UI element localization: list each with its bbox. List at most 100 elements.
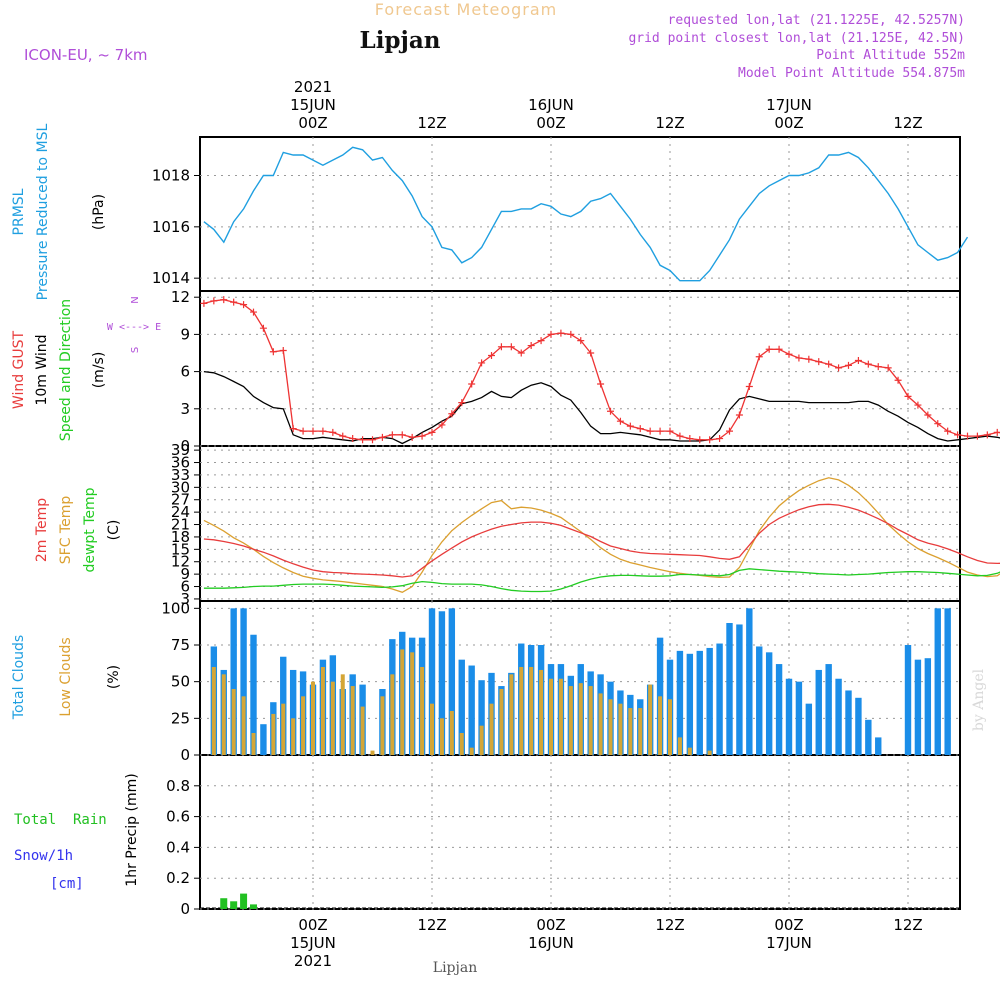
gust-marker xyxy=(259,324,267,332)
total-cloud-bar xyxy=(468,665,475,755)
x-tick-time-bottom: 00Z xyxy=(536,916,565,934)
y-tick-label: 100 xyxy=(161,599,190,617)
total-cloud-bar xyxy=(438,611,446,755)
gust-marker xyxy=(954,431,962,439)
low-cloud-bar xyxy=(558,678,563,755)
low-cloud-bar xyxy=(271,713,276,755)
low-cloud-bar xyxy=(529,667,534,755)
y-tick-label: 6 xyxy=(180,578,190,596)
snow-label: Snow/1h xyxy=(14,848,73,864)
total-cloud-bar xyxy=(756,646,763,755)
x-tick-time-top: 00Z xyxy=(774,114,803,132)
gust-marker xyxy=(735,411,743,419)
gust-marker xyxy=(745,382,753,390)
total-cloud-bar xyxy=(736,624,743,755)
low-cloud-bar xyxy=(370,750,375,755)
low-cloud-bar xyxy=(489,703,494,755)
gust-marker xyxy=(349,435,357,443)
y-tick-label: 0.8 xyxy=(166,777,190,795)
gust-marker xyxy=(299,427,307,435)
gust-marker xyxy=(378,433,386,441)
low-cloud-bar xyxy=(608,699,613,755)
gust-marker xyxy=(537,337,545,345)
gust-marker xyxy=(666,427,674,435)
x-tick-time-bottom: 00Z xyxy=(298,916,327,934)
total-cloud-bar xyxy=(478,680,485,755)
low-cloud-bar xyxy=(420,667,425,755)
gust-marker xyxy=(795,354,803,362)
low-cloud-bar xyxy=(350,686,355,755)
gust-marker xyxy=(755,353,763,361)
prmsl-label: PRMSL xyxy=(11,188,27,235)
low-cloud-bar xyxy=(360,706,365,755)
low-cloud-bar xyxy=(687,747,692,755)
y-tick-label: 0 xyxy=(180,746,190,764)
y-tick-label: 12 xyxy=(171,288,190,306)
gust-marker xyxy=(765,345,773,353)
requested-coords: requested lon,lat (21.1225E, 42.5257N) xyxy=(668,13,965,28)
compass-s: S xyxy=(130,347,141,353)
low-cloud-bar xyxy=(479,725,484,755)
gust-marker xyxy=(914,401,922,409)
gust-marker xyxy=(527,342,535,350)
gust-marker xyxy=(488,351,495,359)
gust-marker xyxy=(547,330,555,338)
low-cloud-bar xyxy=(231,689,236,755)
rain-bar xyxy=(240,893,248,909)
y-tick-label: 0 xyxy=(180,437,190,455)
t2m-line xyxy=(203,503,1000,578)
low-cloud-bar xyxy=(380,696,385,755)
compass-n: N xyxy=(130,296,141,303)
x-tick-year-bottom: 2021 xyxy=(294,952,332,970)
gust-marker xyxy=(408,433,416,441)
gust-marker xyxy=(418,432,426,440)
x-tick-time-top: 12Z xyxy=(655,114,684,132)
y-tick-label: 25 xyxy=(171,709,190,727)
gust-marker xyxy=(309,427,317,435)
gust-marker xyxy=(973,432,981,440)
gust-marker xyxy=(230,298,238,306)
gust-marker xyxy=(676,432,684,440)
y-tick-label: 12 xyxy=(171,553,190,571)
gust-marker xyxy=(458,399,466,407)
total-cloud-bar xyxy=(835,678,842,755)
gust-marker xyxy=(726,427,733,435)
low-cloud-bar xyxy=(281,703,286,755)
total-cloud-bar xyxy=(934,608,941,755)
gust-marker xyxy=(775,345,783,353)
x-tick-time-top: 00Z xyxy=(298,114,327,132)
total-cloud-bar xyxy=(428,608,436,755)
gust-marker xyxy=(616,417,624,425)
x-tick-time-bottom: 12Z xyxy=(417,916,446,934)
low-cloud-bar xyxy=(400,649,405,755)
x-tick-date-bottom: 16JUN xyxy=(528,934,574,952)
total-cloud-bar xyxy=(825,664,832,755)
gust-marker xyxy=(468,380,476,388)
pressure-line xyxy=(203,146,969,282)
low-cloud-bar xyxy=(588,686,593,755)
low-cloud-bar xyxy=(618,703,623,755)
precip-axis-label: 1hr Precip (mm) xyxy=(124,773,140,886)
y-tick-label: 15 xyxy=(171,540,190,558)
dewpt-label: dewpt Temp xyxy=(82,487,98,572)
gust-marker xyxy=(706,436,714,444)
gridpoint-coords: grid point closest lon,lat (21.125E, 42.… xyxy=(628,31,965,46)
total-cloud-bar xyxy=(785,678,793,755)
y-tick-label: 9 xyxy=(180,565,190,583)
gust-marker xyxy=(478,359,486,367)
total-cloud-bar xyxy=(676,650,684,755)
low-cloud-bar xyxy=(221,674,226,755)
low-cloud-bar xyxy=(677,737,682,755)
gust-marker xyxy=(696,436,704,444)
total-cloud-bar xyxy=(746,608,753,755)
x-tick-time-top: 00Z xyxy=(536,114,565,132)
t2m-label: 2m Temp xyxy=(34,498,50,562)
x-tick-date-top: 16JUN xyxy=(528,96,574,114)
gust-marker xyxy=(557,329,565,337)
gust-marker xyxy=(845,361,852,369)
gust-marker xyxy=(359,436,367,444)
low-cloud-bar xyxy=(578,683,583,755)
temp-unit: (C) xyxy=(106,520,122,541)
total-cloud-bar xyxy=(765,652,773,755)
gust-marker xyxy=(388,431,396,439)
